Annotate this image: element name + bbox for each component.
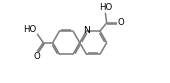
Text: N: N	[83, 26, 90, 36]
Text: O: O	[34, 52, 40, 61]
Text: HO: HO	[24, 25, 37, 34]
Text: HO: HO	[99, 3, 112, 12]
Text: O: O	[117, 18, 124, 27]
